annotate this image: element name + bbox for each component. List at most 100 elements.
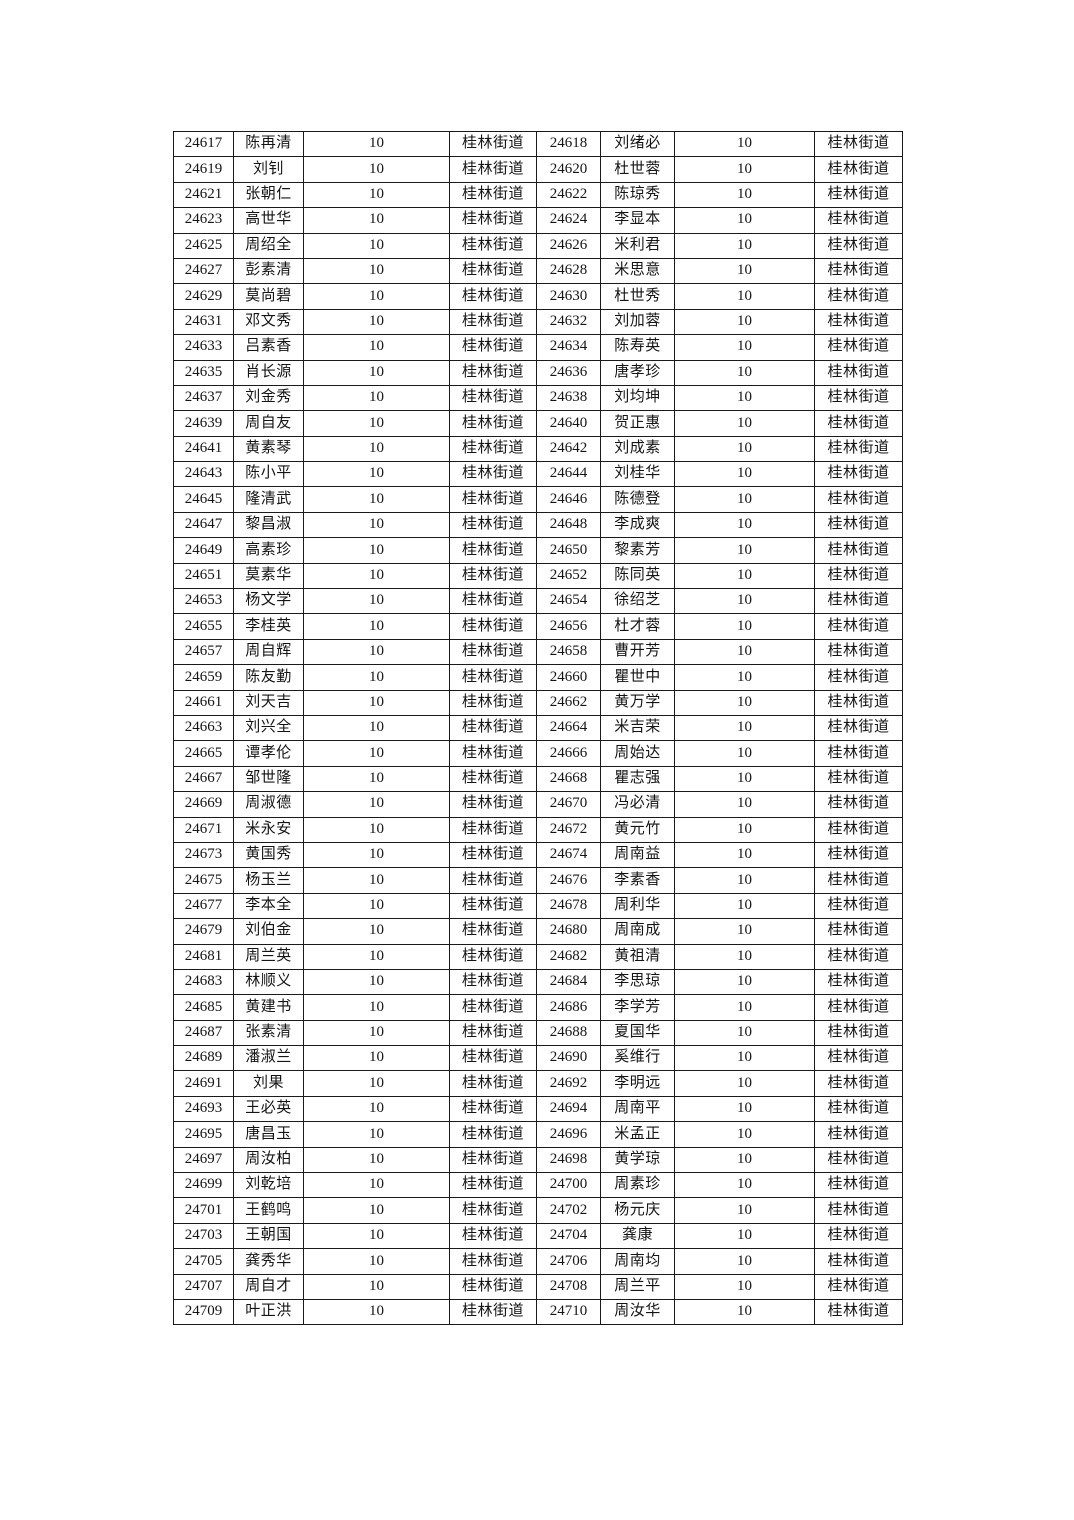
district-cell: 桂林街道: [814, 1045, 903, 1072]
id-cell: 24696: [536, 1121, 601, 1148]
table-row: 24633 吕素香 10 桂林街道 24634 陈寿英 10 桂林街道: [173, 334, 903, 361]
district-cell: 桂林街道: [449, 765, 537, 793]
district-cell: 桂林街道: [449, 461, 537, 488]
name-cell: 邹世隆: [233, 765, 304, 793]
district-cell: 桂林街道: [449, 1095, 537, 1123]
table-row: 24707 周自才 10 桂林街道 24708 周兰平 10 桂林街道: [173, 1273, 903, 1300]
name-cell: 李明远: [600, 1070, 675, 1097]
name-cell: 刘伯金: [233, 918, 304, 945]
name-cell: 米吉荣: [600, 714, 675, 742]
count-cell: 10: [303, 892, 450, 920]
district-cell: 桂林街道: [814, 308, 903, 336]
count-cell: 10: [674, 816, 815, 843]
id-cell: 24654: [536, 588, 601, 615]
name-cell: 徐绍芝: [600, 588, 675, 615]
district-cell: 桂林街道: [449, 689, 537, 716]
id-cell: 24673: [173, 841, 234, 869]
id-cell: 24690: [536, 1045, 601, 1072]
id-cell: 24694: [536, 1095, 601, 1123]
id-cell: 24619: [173, 156, 234, 183]
id-cell: 24631: [173, 308, 234, 336]
district-cell: 桂林街道: [449, 613, 537, 640]
district-cell: 桂林街道: [814, 1070, 903, 1097]
count-cell: 10: [303, 740, 450, 767]
count-cell: 10: [303, 1070, 450, 1097]
district-cell: 桂林街道: [814, 1248, 903, 1275]
district-cell: 桂林街道: [449, 1121, 537, 1148]
name-cell: 刘金秀: [233, 384, 304, 412]
count-cell: 10: [674, 994, 815, 1021]
count-cell: 10: [303, 283, 450, 310]
district-cell: 桂林街道: [814, 1095, 903, 1123]
count-cell: 10: [303, 562, 450, 590]
count-cell: 10: [674, 359, 815, 386]
id-cell: 24628: [536, 257, 601, 285]
name-cell: 杜世秀: [600, 283, 675, 310]
id-cell: 24635: [173, 359, 234, 386]
count-cell: 10: [674, 181, 815, 209]
name-cell: 肖长源: [233, 359, 304, 386]
id-cell: 24706: [536, 1248, 601, 1275]
count-cell: 10: [303, 156, 450, 183]
count-cell: 10: [674, 1019, 815, 1047]
count-cell: 10: [674, 232, 815, 259]
district-cell: 桂林街道: [814, 1121, 903, 1148]
district-cell: 桂林街道: [449, 791, 537, 818]
count-cell: 10: [303, 461, 450, 488]
count-cell: 10: [303, 638, 450, 666]
table-row: 24631 邓文秀 10 桂林街道 24632 刘加蓉 10 桂林街道: [173, 308, 903, 336]
id-cell: 24697: [173, 1146, 234, 1174]
name-cell: 刘天吉: [233, 689, 304, 716]
count-cell: 10: [674, 1298, 815, 1326]
id-cell: 24649: [173, 537, 234, 564]
district-cell: 桂林街道: [449, 1222, 537, 1250]
roster-table: 24617 陈再清 10 桂林街道 24618 刘绪必 10 桂林街道 24619 刘钊 10 桂林街…: [173, 130, 903, 1326]
table-body: 24617 陈再清 10 桂林街道 24618 刘绪必 10 桂林街道 24619 刘钊 10 桂林街…: [173, 130, 903, 1326]
count-cell: 10: [674, 841, 815, 869]
name-cell: 高世华: [233, 207, 304, 234]
district-cell: 桂林街道: [449, 486, 537, 513]
name-cell: 李思琼: [600, 968, 675, 996]
table-row: 24693 王必英 10 桂林街道 24694 周南平 10 桂林街道: [173, 1095, 903, 1123]
name-cell: 刘兴全: [233, 714, 304, 742]
district-cell: 桂林街道: [814, 1298, 903, 1326]
table-row: 24677 李本全 10 桂林街道 24678 周利华 10 桂林街道: [173, 892, 903, 920]
id-cell: 24661: [173, 689, 234, 716]
table-row: 24623 高世华 10 桂林街道 24624 李显本 10 桂林街道: [173, 207, 903, 234]
district-cell: 桂林街道: [449, 588, 537, 615]
count-cell: 10: [674, 207, 815, 234]
count-cell: 10: [303, 1121, 450, 1148]
id-cell: 24710: [536, 1298, 601, 1326]
id-cell: 24681: [173, 943, 234, 970]
id-cell: 24643: [173, 461, 234, 488]
id-cell: 24687: [173, 1019, 234, 1047]
id-cell: 24685: [173, 994, 234, 1021]
id-cell: 24618: [536, 130, 601, 158]
district-cell: 桂林街道: [814, 588, 903, 615]
count-cell: 10: [674, 486, 815, 513]
table-row: 24683 林顺义 10 桂林街道 24684 李思琼 10 桂林街道: [173, 968, 903, 996]
district-cell: 桂林街道: [814, 207, 903, 234]
count-cell: 10: [303, 841, 450, 869]
id-cell: 24699: [173, 1172, 234, 1199]
name-cell: 周南平: [600, 1095, 675, 1123]
table-row: 24627 彭素清 10 桂林街道 24628 米思意 10 桂林街道: [173, 257, 903, 285]
name-cell: 李桂英: [233, 613, 304, 640]
count-cell: 10: [303, 1045, 450, 1072]
table-row: 24621 张朝仁 10 桂林街道 24622 陈琼秀 10 桂林街道: [173, 181, 903, 209]
district-cell: 桂林街道: [449, 867, 537, 894]
name-cell: 杨文学: [233, 588, 304, 615]
name-cell: 周自辉: [233, 638, 304, 666]
district-cell: 桂林街道: [814, 562, 903, 590]
count-cell: 10: [303, 359, 450, 386]
count-cell: 10: [303, 334, 450, 361]
name-cell: 刘果: [233, 1070, 304, 1097]
name-cell: 冯必清: [600, 791, 675, 818]
id-cell: 24644: [536, 461, 601, 488]
count-cell: 10: [303, 130, 450, 158]
id-cell: 24656: [536, 613, 601, 640]
district-cell: 桂林街道: [814, 1273, 903, 1300]
count-cell: 10: [674, 714, 815, 742]
district-cell: 桂林街道: [449, 384, 537, 412]
